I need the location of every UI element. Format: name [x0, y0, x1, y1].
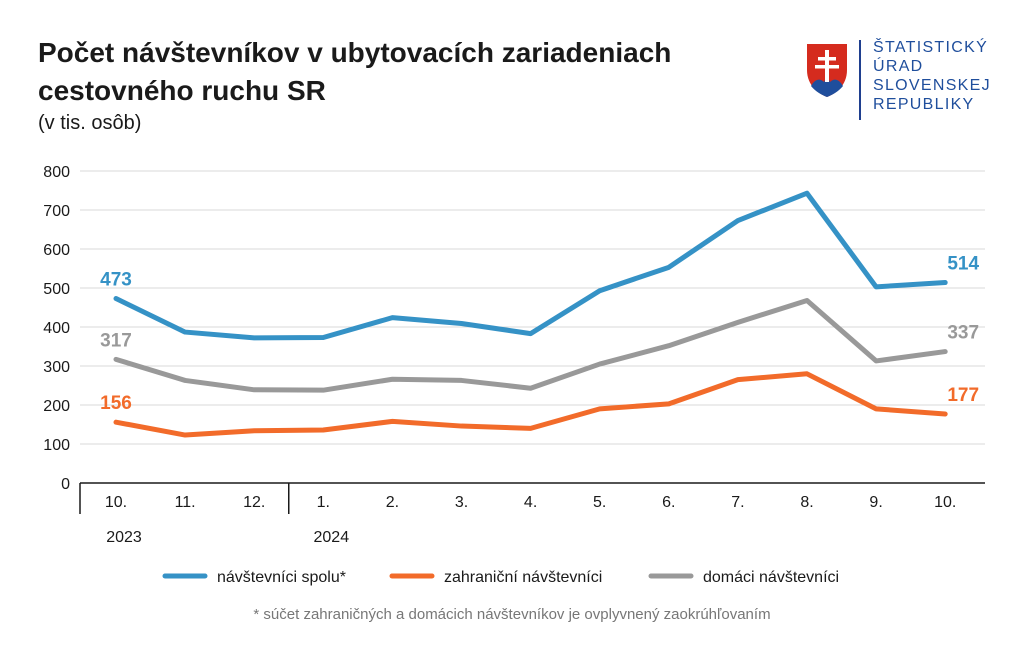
x-year-label: 2023	[106, 529, 142, 546]
chart-title-line2: cestovného ruchu SR	[38, 75, 326, 106]
data-label: 473	[100, 270, 132, 291]
x-tick-label: 12.	[243, 494, 265, 511]
x-tick-label: 4.	[524, 494, 537, 511]
chart-title-line1: Počet návštevníkov v ubytovacích zariade…	[38, 37, 672, 68]
data-label: 317	[100, 330, 132, 351]
x-tick-label: 11.	[175, 494, 196, 511]
y-tick-label: 500	[43, 281, 70, 298]
y-tick-label: 100	[43, 437, 70, 454]
legend-label: návštevníci spolu*	[217, 569, 346, 586]
logo-text-line: SLOVENSKEJ	[873, 77, 991, 94]
x-tick-label: 10.	[105, 494, 127, 511]
legend-label: domáci návštevníci	[703, 569, 839, 586]
y-tick-label: 400	[43, 320, 70, 337]
y-tick-label: 700	[43, 203, 70, 220]
chart-subtitle: (v tis. osôb)	[38, 112, 142, 134]
x-tick-label: 5.	[593, 494, 606, 511]
y-tick-label: 0	[61, 476, 70, 493]
x-tick-label: 10.	[934, 494, 956, 511]
data-label: 156	[100, 393, 132, 414]
legend-label: zahraniční návštevníci	[444, 569, 602, 586]
series-line	[113, 297, 948, 393]
series-line	[113, 371, 948, 438]
y-tick-label: 200	[43, 398, 70, 415]
x-tick-label: 9.	[869, 494, 882, 511]
footnote: * súčet zahraničných a domácich návštevn…	[253, 606, 771, 623]
logo-text-line: ŠTATISTICKÝ	[873, 39, 989, 56]
x-tick-label: 2.	[386, 494, 399, 511]
logo-text-line: ÚRAD	[873, 58, 924, 75]
data-label: 337	[947, 323, 979, 344]
data-label: 514	[947, 254, 979, 275]
logo-divider	[859, 40, 861, 120]
data-label: 177	[947, 385, 979, 406]
y-tick-label: 800	[43, 164, 70, 181]
x-tick-label: 3.	[455, 494, 468, 511]
x-tick-label: 6.	[662, 494, 675, 511]
slovak-coat-of-arms-icon	[807, 44, 847, 97]
x-year-label: 2024	[314, 529, 350, 546]
series-line	[113, 190, 948, 341]
logo-text: ŠTATISTICKÝ ÚRAD SLOVENSKEJ REPUBLIKY	[873, 38, 991, 114]
x-tick-label: 1.	[317, 494, 330, 511]
chart-title: Počet návštevníkov v ubytovacích zariade…	[38, 34, 671, 110]
x-tick-label: 8.	[800, 494, 813, 511]
statistical-office-logo: ŠTATISTICKÝ ÚRAD SLOVENSKEJ REPUBLIKY	[805, 38, 1005, 122]
y-tick-label: 300	[43, 359, 70, 376]
x-tick-label: 7.	[731, 494, 744, 511]
logo-text-line: REPUBLIKY	[873, 96, 975, 113]
y-tick-label: 600	[43, 242, 70, 259]
